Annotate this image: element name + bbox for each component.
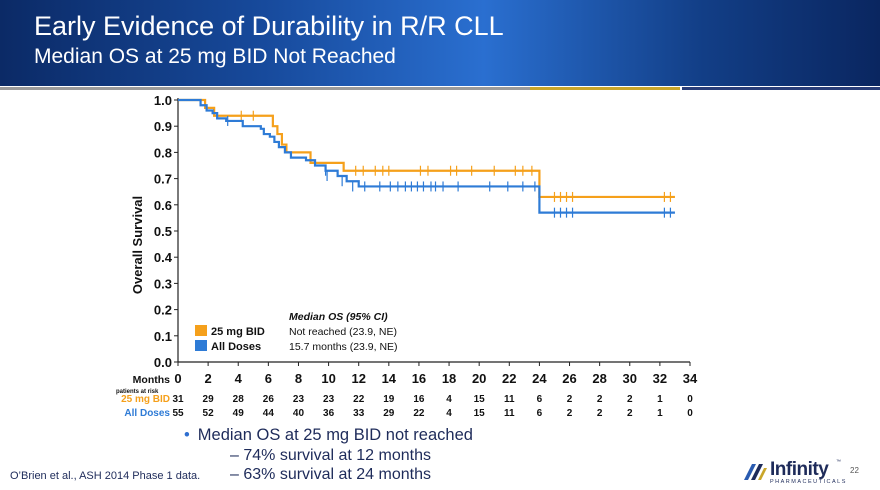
legend-median-os: 15.7 months (23.9, NE)	[289, 341, 398, 353]
logo-trademark: ™	[836, 459, 841, 465]
x-tick-label: 26	[562, 371, 576, 386]
risk-cell: 6	[537, 394, 543, 405]
y-tick-label: 0.5	[154, 224, 172, 239]
risk-cell: 11	[504, 394, 515, 405]
logo-subtext: PHARMACEUTICALS	[770, 479, 847, 485]
risk-cell: 2	[567, 394, 573, 405]
x-tick-label: 2	[205, 371, 212, 386]
page-number: 22	[850, 466, 859, 475]
risk-cell: 26	[263, 394, 275, 405]
risk-cell: 1	[657, 408, 663, 419]
x-tick-label: 14	[382, 371, 397, 386]
y-tick-label: 0.2	[154, 303, 172, 318]
x-tick-label: 22	[502, 371, 516, 386]
x-tick-label: 0	[174, 371, 181, 386]
y-tick-label: 0.6	[154, 198, 172, 213]
x-tick-label: 32	[653, 371, 667, 386]
y-tick-label: 0.4	[154, 250, 173, 265]
risk-cell: 0	[687, 408, 693, 419]
y-tick-label: 0.3	[154, 276, 172, 291]
risk-cell: 36	[323, 408, 335, 419]
risk-cell: 2	[627, 408, 633, 419]
y-tick-label: 0.0	[154, 355, 172, 370]
risk-table-subheader: patients at risk	[116, 389, 159, 395]
slide-subtitle: Median OS at 25 mg BID Not Reached	[34, 45, 396, 68]
risk-cell: 0	[687, 394, 693, 405]
risk-cell: 33	[353, 408, 365, 419]
y-tick-label: 0.1	[154, 329, 172, 344]
y-tick-label: 0.9	[154, 119, 172, 134]
x-tick-label: 34	[683, 371, 698, 386]
risk-cell: 22	[413, 408, 425, 419]
risk-cell: 11	[504, 408, 515, 419]
x-tick-label: 28	[592, 371, 606, 386]
accent-line-gold	[530, 87, 680, 90]
y-axis-label: Overall Survival	[130, 196, 145, 294]
bullet-sub-24-months: – 63% survival at 24 months	[230, 466, 431, 483]
risk-cell: 2	[567, 408, 573, 419]
x-tick-label: 6	[265, 371, 272, 386]
risk-cell: 28	[233, 394, 245, 405]
x-tick-label: 24	[532, 371, 547, 386]
infinity-logo-icon	[744, 464, 767, 480]
accent-line-gray	[0, 87, 530, 90]
risk-cell: 1	[657, 394, 663, 405]
risk-cell: 4	[446, 394, 452, 405]
risk-cell: 55	[172, 408, 184, 419]
risk-cell: 31	[172, 394, 184, 405]
risk-table-header: Months	[133, 374, 170, 386]
risk-cell: 29	[203, 394, 215, 405]
risk-cell: 2	[597, 408, 603, 419]
risk-cell: 15	[474, 408, 486, 419]
risk-cell: 6	[537, 408, 543, 419]
x-tick-label: 18	[442, 371, 456, 386]
risk-cell: 23	[323, 394, 335, 405]
km-survival-chart: 0.00.10.20.30.40.50.60.70.80.91.00 2 4 6 8 10…	[116, 93, 698, 419]
risk-cell: 19	[383, 394, 395, 405]
legend-label: All Doses	[211, 341, 261, 353]
bullet-sub-12-months: – 74% survival at 12 months	[230, 447, 431, 464]
legend-label: 25 mg BID	[211, 326, 265, 338]
slide-title: Early Evidence of Durability in R/R CLL	[34, 11, 504, 41]
risk-cell: 23	[293, 394, 305, 405]
x-tick-label: 10	[321, 371, 335, 386]
risk-row-label: 25 mg BID	[121, 394, 170, 405]
risk-cell: 4	[446, 408, 452, 419]
logo-text: Infinity	[770, 459, 829, 480]
accent-line-dark	[682, 87, 880, 90]
km-curve-25mg-bid	[178, 98, 675, 199]
risk-cell: 2	[597, 394, 603, 405]
risk-cell: 52	[203, 408, 215, 419]
risk-cell: 40	[293, 408, 305, 419]
risk-cell: 22	[353, 394, 365, 405]
risk-cell: 15	[474, 394, 486, 405]
x-tick-label: 30	[623, 371, 637, 386]
title-banner: Early Evidence of Durability in R/R CLL …	[0, 0, 880, 86]
x-tick-label: 8	[295, 371, 302, 386]
legend-median-os: Not reached (23.9, NE)	[289, 326, 397, 338]
legend-swatch	[195, 325, 207, 336]
x-tick-label: 20	[472, 371, 486, 386]
km-curve-all-doses	[178, 98, 675, 214]
risk-cell: 16	[413, 394, 425, 405]
y-tick-label: 0.7	[154, 172, 172, 187]
x-tick-label: 4	[235, 371, 243, 386]
y-tick-label: 0.8	[154, 145, 172, 160]
risk-cell: 49	[233, 408, 245, 419]
risk-row-label: All Doses	[124, 408, 170, 419]
x-tick-label: 16	[412, 371, 426, 386]
risk-cell: 44	[263, 408, 275, 419]
risk-cell: 29	[383, 408, 395, 419]
legend-swatch	[195, 340, 207, 351]
legend-title: Median OS (95% CI)	[289, 311, 388, 323]
infinity-logo: Infinity ™ PHARMACEUTICALS	[742, 457, 845, 487]
y-tick-label: 1.0	[154, 93, 172, 108]
x-tick-label: 12	[351, 371, 365, 386]
risk-cell: 2	[627, 394, 633, 405]
citation: O’Brien et al., ASH 2014 Phase 1 data.	[10, 470, 201, 482]
